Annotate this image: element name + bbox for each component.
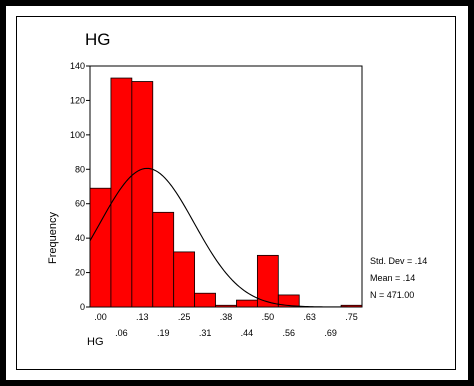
y-tick-label: 40 [75,233,85,243]
normal-curve [89,167,363,308]
y-tick-label: 0 [80,302,85,312]
histogram-bar [256,254,279,308]
x-tick-label: .13 [136,312,149,322]
x-tick-label: .56 [283,328,296,338]
stat-mean: Mean = .14 [370,273,416,283]
histogram-bar [131,81,154,308]
x-tick-label: .31 [199,328,212,338]
x-tick-label: .06 [115,328,128,338]
y-tick-label: 60 [75,199,85,209]
histogram-bar [215,304,237,308]
histogram-bar [277,294,300,308]
y-tick-label: 20 [75,268,85,278]
x-tick-label: .50 [262,312,275,322]
x-tick-label: .38 [220,312,233,322]
histogram-bar [152,211,175,308]
chart-panel [16,16,456,370]
stat-std-dev: Std. Dev = .14 [370,256,428,266]
y-tick-label: 80 [75,164,85,174]
histogram-bar [194,292,216,308]
x-tick-label: .25 [178,312,191,322]
stat-n: N = 471.00 [370,290,415,300]
histogram-bar [236,299,258,308]
x-tick-label: .75 [345,312,358,322]
x-tick-label: .69 [324,328,337,338]
chart-title: HG [85,30,111,49]
histogram-bar [173,251,196,308]
y-tick-label: 140 [70,61,85,71]
x-tick-label: .63 [303,312,316,322]
histogram-bar [110,77,133,308]
histogram-bar [89,187,112,308]
chart-frame [6,6,468,380]
x-tick-label: .00 [94,312,107,322]
x-axis-label: HG [87,336,104,348]
x-tick-label: .44 [241,328,254,338]
x-tick-label: .19 [157,328,170,338]
y-tick-label: 120 [70,95,85,105]
y-tick-label: 100 [70,130,85,140]
